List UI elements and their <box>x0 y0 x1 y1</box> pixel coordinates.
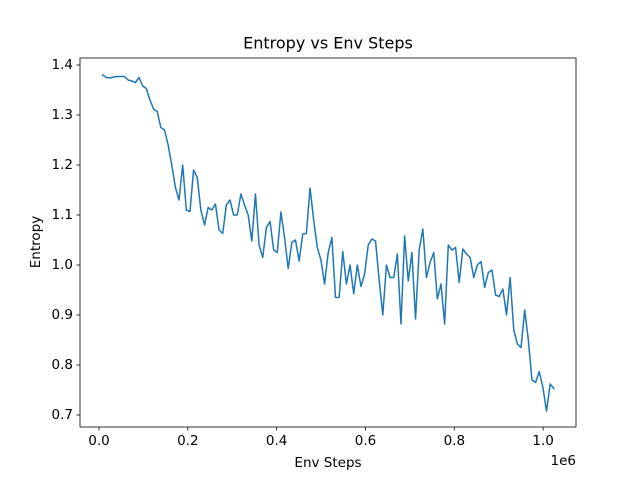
x-tick-label: 1.0 <box>532 433 553 449</box>
x-tick-label: 0.8 <box>444 433 465 449</box>
y-tick-label: 0.7 <box>52 407 73 423</box>
y-tick-label: 1.0 <box>52 257 73 273</box>
chart-title: Entropy vs Env Steps <box>243 34 413 53</box>
y-axis-label: Entropy <box>28 216 44 268</box>
x-tick-label: 0.2 <box>177 433 198 449</box>
plot-frame <box>79 57 577 428</box>
y-tick-label: 1.2 <box>52 157 73 173</box>
x-tick-label: 0.0 <box>88 433 109 449</box>
y-tick-label: 1.3 <box>52 107 73 123</box>
data-line <box>101 73 555 412</box>
y-tick-label: 1.1 <box>52 207 73 223</box>
x-tick-label: 0.6 <box>355 433 376 449</box>
x-offset-label: 1e6 <box>551 453 576 469</box>
x-axis-label: Env Steps <box>294 455 361 471</box>
y-tick-label: 1.4 <box>52 57 73 73</box>
x-tick-label: 0.4 <box>266 433 287 449</box>
y-tick-label: 0.8 <box>52 357 73 373</box>
y-tick-label: 0.9 <box>52 307 73 323</box>
